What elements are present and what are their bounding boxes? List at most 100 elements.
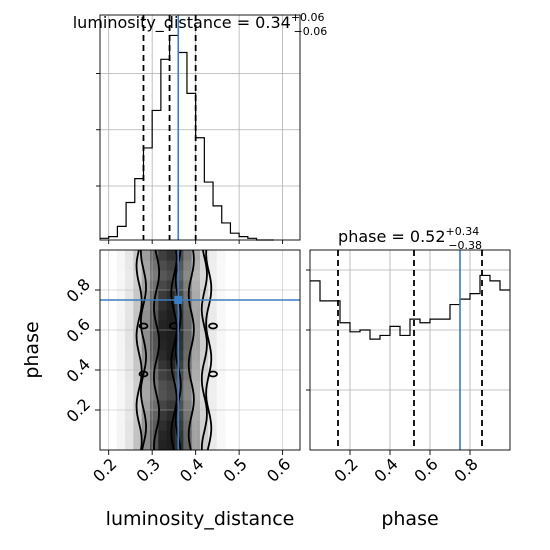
density-cell-29 <box>125 350 134 361</box>
density-cell-259 <box>216 250 226 261</box>
density-cell-8 <box>116 360 126 371</box>
density-cell-237 <box>208 270 218 281</box>
density-cell-171 <box>183 330 193 341</box>
contour-island-left-0 <box>138 322 149 330</box>
d2-truth-marker <box>174 296 183 304</box>
density-cell-251 <box>216 330 226 341</box>
density-cell-161 <box>183 430 193 441</box>
density-cell-33 <box>125 310 134 321</box>
density-cell-162 <box>183 420 193 431</box>
x-axis-label-phase: phase <box>381 508 438 530</box>
density-cell-101 <box>158 430 168 441</box>
density-cell-4 <box>116 400 126 411</box>
density-cell-31 <box>125 330 134 341</box>
density-cell-220 <box>208 440 218 451</box>
density-cell-167 <box>183 370 193 381</box>
density-cell-70 <box>141 340 151 351</box>
hist2-histogram <box>310 274 510 340</box>
density-cell-16 <box>116 280 126 291</box>
density-cell-91 <box>150 330 159 341</box>
density-cell-90 <box>150 340 159 351</box>
density-cell-224 <box>208 400 218 411</box>
density-cell-181 <box>191 430 201 441</box>
density-cell-110 <box>158 340 168 351</box>
density-cell-47 <box>133 370 143 381</box>
density-cell-117 <box>158 270 168 281</box>
density-cell-202 <box>200 420 209 431</box>
density-cell-124 <box>166 400 176 411</box>
density-cell-189 <box>191 350 201 361</box>
density-cell-178 <box>183 260 193 271</box>
density-cell-131 <box>166 330 176 341</box>
d2-ytick-label-1: 0.4 <box>63 355 94 386</box>
density-cell-257 <box>216 270 226 281</box>
density-cell-246 <box>216 380 226 391</box>
density-cell-123 <box>166 410 176 421</box>
density-cell-185 <box>191 390 201 401</box>
density-cell-84 <box>150 400 159 411</box>
density-cell-221 <box>208 430 218 441</box>
density-cell-210 <box>200 340 209 351</box>
d2-ytick-label-0: 0.2 <box>63 395 94 426</box>
density-cell-150 <box>175 340 184 351</box>
density-cell-254 <box>216 300 226 311</box>
density-cell-144 <box>175 400 184 411</box>
y-axis-label-phase: phase <box>21 321 43 378</box>
hist1-grid <box>100 15 300 240</box>
density-cell-104 <box>158 400 168 411</box>
density-cell-232 <box>208 320 218 331</box>
density-cell-172 <box>183 320 193 331</box>
density-cell-247 <box>216 370 226 381</box>
density-cell-188 <box>191 360 201 371</box>
density-cell-241 <box>216 430 226 441</box>
density-cell-229 <box>208 350 218 361</box>
density-cell-49 <box>133 350 143 361</box>
d2-y-ticks: 0.2 0.4 0.6 0.8 <box>63 275 100 426</box>
density-cell-242 <box>216 420 226 431</box>
density-cell-143 <box>175 410 184 421</box>
density-cell-20 <box>125 440 134 451</box>
density-cell-211 <box>200 330 209 341</box>
density-cell-13 <box>116 310 126 321</box>
contour-island-right-0 <box>208 322 218 330</box>
density-cell-120 <box>166 440 176 451</box>
density-cell-41 <box>133 430 143 441</box>
density-cell-160 <box>183 440 193 451</box>
density-cell-194 <box>191 300 201 311</box>
density-cell-182 <box>191 420 201 431</box>
contour-level-0-left <box>170 249 178 451</box>
density-cell-112 <box>158 320 168 331</box>
density-cell-54 <box>133 300 143 311</box>
density-cell-222 <box>208 420 218 431</box>
density-cell-158 <box>175 260 184 271</box>
density-cell-1 <box>116 430 126 441</box>
density-cell-77 <box>141 270 151 281</box>
density-cell-9 <box>116 350 126 361</box>
density-cell-103 <box>158 410 168 421</box>
d2-xtick-label-4: 0.6 <box>263 454 294 485</box>
hist2-title-sup: +0.34 <box>446 225 480 238</box>
density-image <box>116 250 226 451</box>
hist2-xtick-label-3: 0.8 <box>450 454 481 485</box>
density-cell-0 <box>116 440 126 451</box>
density-cell-36 <box>125 280 134 291</box>
density-cell-74 <box>141 300 151 311</box>
density-cell-186 <box>191 380 201 391</box>
density-cell-27 <box>125 370 134 381</box>
density-cell-102 <box>158 420 168 431</box>
density-cell-174 <box>183 300 193 311</box>
density-cell-72 <box>141 320 151 331</box>
density-contours <box>135 249 218 451</box>
density-cell-73 <box>141 310 151 321</box>
density-cell-213 <box>200 310 209 321</box>
density-cell-227 <box>208 370 218 381</box>
density-cell-63 <box>141 410 151 421</box>
x-axis-label-luminosity-distance: luminosity_distance <box>106 508 295 530</box>
hist1-ticks <box>96 73 284 244</box>
density-cell-239 <box>208 250 218 261</box>
density-cell-180 <box>191 440 201 451</box>
density-cell-105 <box>158 390 168 401</box>
contour-island-right-1 <box>208 370 218 378</box>
contour-level-3-left <box>135 249 143 451</box>
density-cell-71 <box>141 330 151 341</box>
